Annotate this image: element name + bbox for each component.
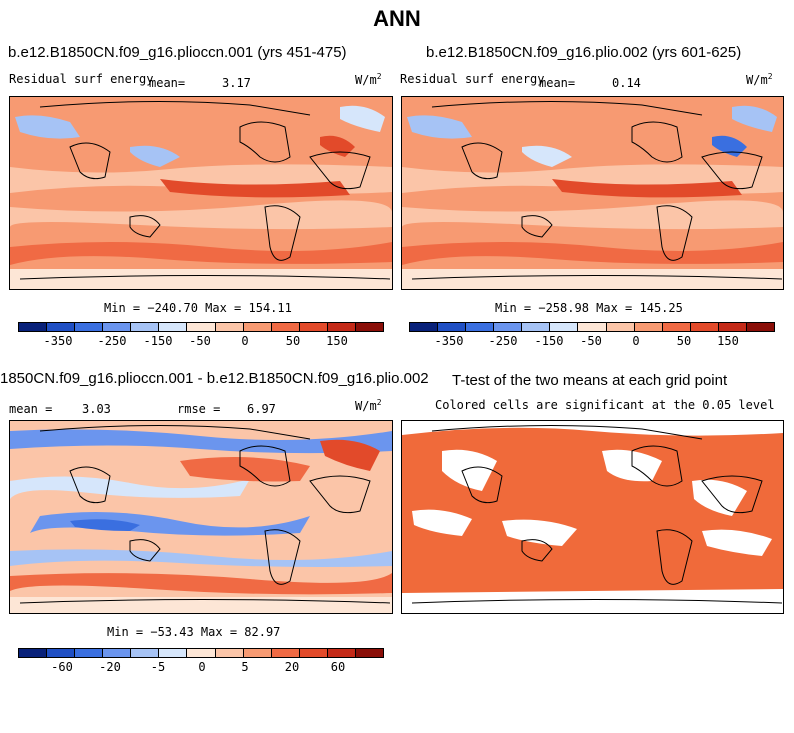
panel2-tick: -250 (488, 334, 518, 348)
panel1-tick: -50 (189, 334, 211, 348)
panel1-mean-label: mean= (149, 76, 186, 90)
panel1-minmax: Min = −240.70 Max = 154.11 (104, 301, 292, 315)
panel1-tick: 150 (326, 334, 348, 348)
panel1-map (9, 96, 393, 290)
panel2-colorbar (409, 322, 775, 332)
panel3-tick: 0 (198, 660, 206, 674)
panel1-mean-value: 3.17 (222, 76, 251, 90)
panel3-colorbar (18, 648, 384, 658)
panel3-mean-label: mean = (9, 402, 53, 416)
panel2-tick: -350 (434, 334, 464, 348)
panel1-title: b.e12.B1850CN.f09_g16.plioccn.001 (yrs 4… (8, 44, 347, 61)
panel3-units: W/m2 (355, 398, 382, 413)
panel1-tick: 50 (285, 334, 301, 348)
panel4-title: T-test of the two means at each grid poi… (452, 372, 728, 389)
panel3-tick: -5 (150, 660, 166, 674)
panel2-tick: -50 (580, 334, 602, 348)
panel1-tick: -250 (97, 334, 127, 348)
panel3-title: 1850CN.f09_g16.plioccn.001 - b.e12.B1850… (0, 370, 429, 387)
panel2-minmax: Min = −258.98 Max = 145.25 (495, 301, 683, 315)
panel3-minmax: Min = −53.43 Max = 82.97 (107, 625, 281, 639)
figure-title: ANN (373, 6, 421, 31)
panel1-colorbar (18, 322, 384, 332)
panel2-mean-value: 0.14 (612, 76, 641, 90)
panel4-map (401, 420, 784, 614)
panel2-tick: -150 (534, 334, 564, 348)
panel3-tick: 60 (330, 660, 346, 674)
panel2-map (401, 96, 784, 290)
panel2-mean-label: mean= (539, 76, 576, 90)
panel3-tick: -20 (99, 660, 121, 674)
panel3-rmse-label: rmse = (177, 402, 221, 416)
panel2-tick: 150 (717, 334, 739, 348)
panel1-units: W/m2 (355, 72, 382, 87)
panel3-mean-value: 3.03 (82, 402, 111, 416)
panel3-rmse-value: 6.97 (247, 402, 276, 416)
panel1-variable: Residual surf energy (9, 72, 154, 86)
panel1-tick: -350 (43, 334, 73, 348)
panel3-tick: 5 (241, 660, 249, 674)
panel3-tick: 20 (284, 660, 300, 674)
panel1-tick: -150 (143, 334, 173, 348)
panel2-units: W/m2 (746, 72, 773, 87)
panel3-tick: -60 (51, 660, 73, 674)
panel2-tick: 0 (632, 334, 640, 348)
panel1-tick: 0 (241, 334, 249, 348)
panel3-map (9, 420, 393, 614)
panel2-title: b.e12.B1850CN.f09_g16.plio.002 (yrs 601-… (426, 44, 742, 61)
panel4-subtitle: Colored cells are significant at the 0.0… (435, 398, 775, 412)
panel2-variable: Residual surf energy (400, 72, 545, 86)
panel2-tick: 50 (676, 334, 692, 348)
